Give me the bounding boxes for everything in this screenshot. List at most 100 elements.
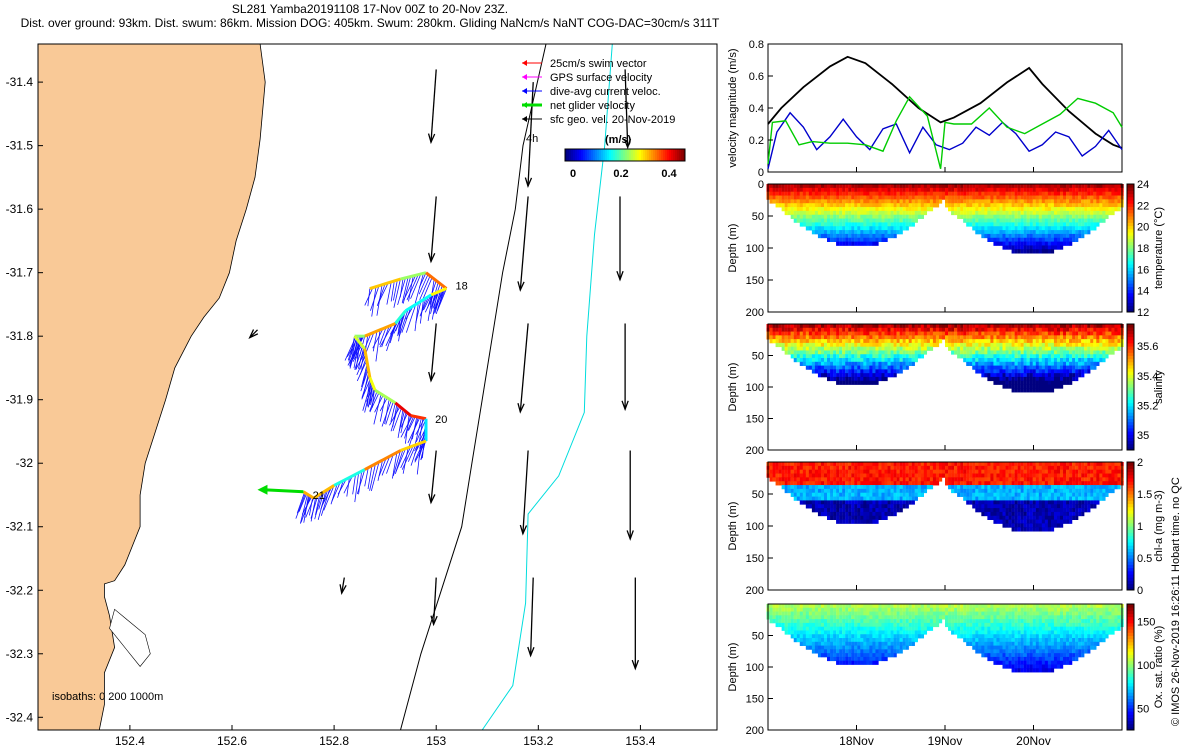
temperature-cell bbox=[845, 195, 849, 200]
temperature-cell bbox=[987, 195, 991, 200]
chla-cell bbox=[1056, 477, 1061, 482]
temperature-cell bbox=[966, 207, 970, 212]
salinity-cell bbox=[1008, 384, 1012, 389]
chla-cell bbox=[1072, 492, 1076, 497]
chla-cell bbox=[896, 508, 900, 513]
chla-cell bbox=[1069, 488, 1073, 494]
salinity-cell bbox=[784, 335, 788, 340]
salinity-cell bbox=[993, 380, 997, 385]
salinity-cell bbox=[1093, 339, 1097, 344]
salinity-cell bbox=[857, 365, 861, 370]
dac-vector bbox=[398, 309, 409, 337]
chla-cell bbox=[999, 519, 1003, 524]
chla-cell bbox=[893, 469, 897, 474]
salinity-cell bbox=[884, 331, 888, 336]
colorbar-cell bbox=[675, 149, 678, 161]
salinity-cell bbox=[772, 339, 776, 344]
temperature-cell bbox=[1066, 237, 1070, 242]
legend-item-2: dive-avg current veloc. bbox=[550, 86, 661, 98]
chla-cell bbox=[863, 504, 867, 509]
temperature-colorbar-cell bbox=[1127, 238, 1134, 243]
temperature-cell bbox=[875, 226, 879, 231]
salinity-cell bbox=[1038, 342, 1043, 348]
temperature-cell bbox=[811, 199, 816, 204]
salinity-cell bbox=[878, 324, 882, 329]
chla-cell bbox=[993, 485, 997, 490]
salinity-cell bbox=[935, 327, 940, 332]
chla-cell bbox=[1032, 485, 1036, 490]
salinity-cell bbox=[851, 335, 855, 340]
chla-cell bbox=[999, 481, 1003, 486]
temperature-cell bbox=[842, 214, 846, 219]
temperature-cell bbox=[1041, 230, 1046, 235]
chla-cell bbox=[1093, 504, 1097, 509]
temperature-cell bbox=[1053, 210, 1058, 216]
salinity-cell bbox=[899, 369, 903, 374]
chla-cell bbox=[945, 469, 949, 474]
dac-vector bbox=[400, 415, 413, 438]
salinity-cell bbox=[811, 339, 816, 344]
chla-cell bbox=[1096, 469, 1100, 474]
salinity-cell bbox=[799, 342, 803, 348]
chla-cell bbox=[1026, 496, 1030, 501]
chla-cell bbox=[854, 462, 858, 467]
temperature-cell bbox=[793, 210, 797, 216]
temperature-cell bbox=[1075, 207, 1079, 212]
chla-cell bbox=[857, 473, 861, 478]
dac-vector bbox=[364, 287, 374, 306]
temperature-cell bbox=[1099, 207, 1103, 212]
salinity-cell bbox=[1111, 342, 1115, 348]
temperature-cell bbox=[811, 195, 816, 200]
temperature-cell bbox=[929, 203, 934, 208]
chla-cell bbox=[1072, 462, 1076, 467]
chla-cell bbox=[890, 492, 894, 497]
salinity-cell bbox=[1014, 369, 1018, 374]
glider-track-segment bbox=[368, 376, 377, 391]
salinity-cell bbox=[1087, 324, 1091, 329]
temperature-cell bbox=[1014, 222, 1018, 227]
chla-cell bbox=[1020, 473, 1024, 478]
salinity-colorbar-cell bbox=[1127, 374, 1134, 379]
temperature-cell bbox=[902, 222, 906, 227]
salinity-cell bbox=[863, 354, 867, 359]
chla-cell bbox=[1023, 500, 1027, 505]
temperature-cell bbox=[814, 184, 819, 189]
temperature-cell bbox=[1011, 222, 1015, 227]
temperature-cell bbox=[1105, 210, 1109, 216]
salinity-cell bbox=[893, 350, 897, 355]
salinity-cell bbox=[790, 346, 794, 351]
colorbar-cell bbox=[599, 149, 602, 161]
temperature-cell bbox=[881, 184, 885, 189]
temperature-cell bbox=[796, 199, 800, 204]
temperature-cell bbox=[999, 222, 1003, 227]
temperature-cell bbox=[857, 230, 861, 235]
temperature-cell bbox=[875, 191, 879, 196]
salinity-cell bbox=[781, 342, 785, 348]
salinity-cell bbox=[857, 361, 861, 366]
chla-cell bbox=[1047, 519, 1052, 524]
chla-cell bbox=[875, 473, 879, 478]
salinity-cell bbox=[1029, 327, 1033, 332]
salinity-cell bbox=[1035, 327, 1039, 332]
chla-cell bbox=[1029, 473, 1033, 478]
chla-cell bbox=[1044, 473, 1049, 478]
chla-cell bbox=[884, 465, 888, 471]
chla-cell bbox=[1038, 519, 1043, 524]
temperature-cell bbox=[978, 203, 982, 208]
salinity-cell bbox=[917, 346, 921, 351]
temperature-cell bbox=[802, 210, 807, 216]
temperature-cell bbox=[1069, 207, 1073, 212]
chla-cell bbox=[790, 488, 794, 494]
temperature-cell bbox=[866, 233, 870, 239]
temperature-cell bbox=[784, 203, 788, 208]
salinity-cell bbox=[975, 327, 979, 332]
temperature-cell bbox=[1093, 214, 1097, 219]
salinity-cell bbox=[1053, 354, 1058, 359]
temperature-cell bbox=[817, 230, 822, 235]
salinity-cell bbox=[866, 369, 870, 374]
chla-cell bbox=[1084, 473, 1088, 478]
salinity-cell bbox=[984, 361, 988, 366]
salinity-cell bbox=[772, 327, 776, 332]
temperature-cell bbox=[1017, 195, 1021, 200]
chla-cell bbox=[884, 500, 888, 505]
